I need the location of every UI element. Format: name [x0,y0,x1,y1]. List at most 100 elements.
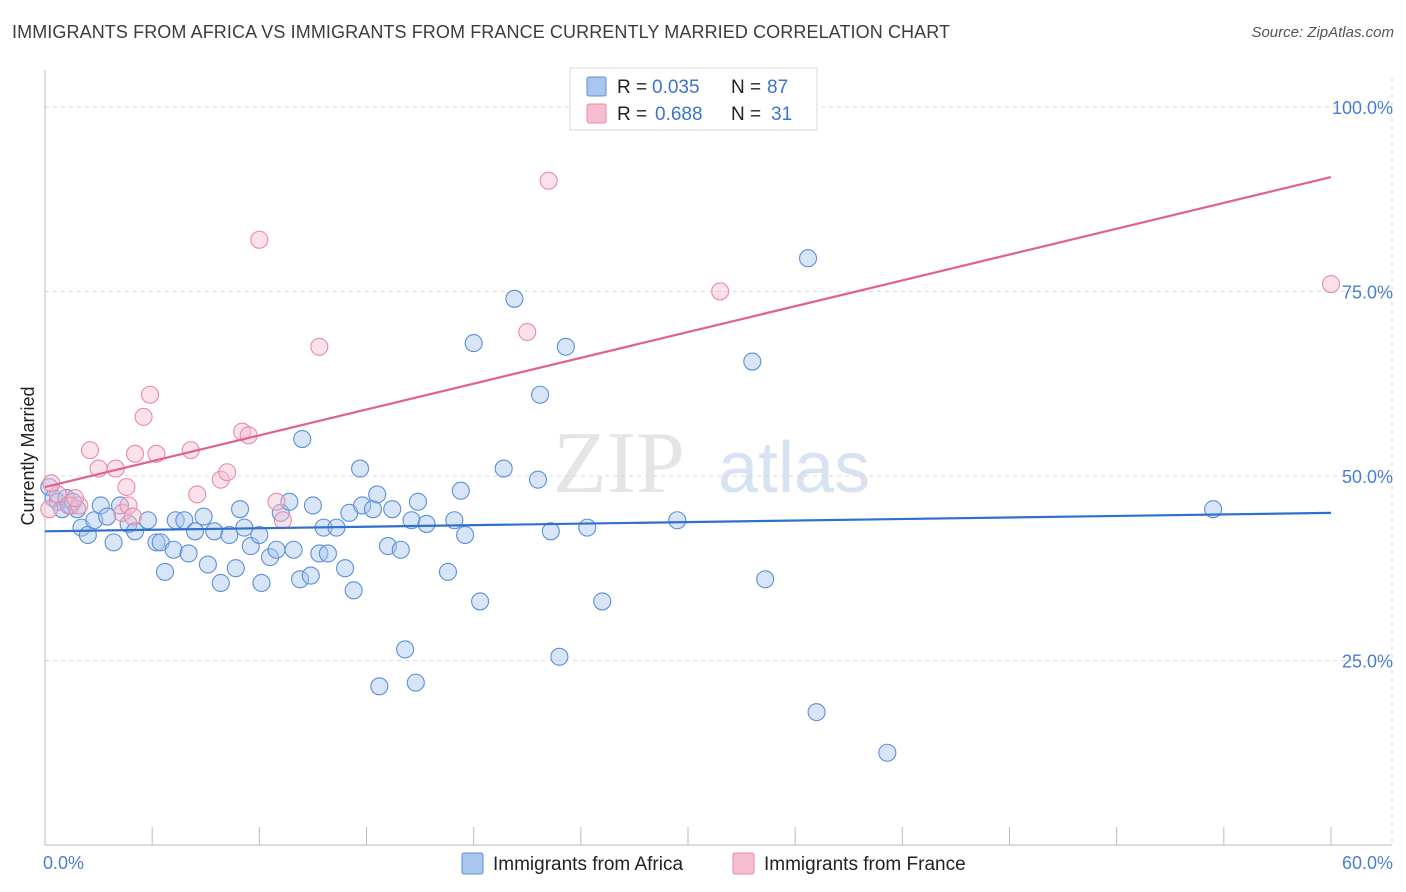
africa-point [185,522,205,541]
africa-point [344,581,363,600]
legend-r-label-africa: R = [617,77,647,98]
africa-point [541,522,560,541]
africa-point [91,496,110,515]
africa-point [155,562,175,581]
africa-point [336,559,355,578]
africa-point [531,385,550,404]
africa-point [318,544,337,563]
france-point [539,171,558,190]
africa-point [396,640,415,659]
france-point [218,463,237,482]
france-point [134,407,153,426]
y-tick-label: 25.0% [1342,651,1393,671]
africa-point [211,573,230,593]
africa-point [138,511,157,530]
legend-r-value-france: 0.688 [655,104,703,125]
africa-point [303,496,322,515]
africa-point [408,492,427,511]
africa-point [125,522,145,541]
africa-point [164,540,183,559]
france-point [211,470,230,489]
africa-point [417,514,436,533]
legend-r-label-france: R = [617,104,647,125]
legend-n-label-africa: N = [731,77,761,98]
france-point [267,492,286,511]
france-point [119,496,138,515]
africa-point [370,677,389,696]
france-point [140,385,160,404]
africa-point [194,507,213,526]
africa-point [147,533,166,552]
africa-point [451,481,470,500]
africa-point [756,570,775,589]
france-point [1321,274,1341,294]
africa-point [556,337,575,356]
africa-point [226,559,245,578]
legend-swatch-france [586,103,607,124]
france-point [117,477,136,497]
africa-point [198,555,217,574]
watermark-atlas: atlas [718,428,870,508]
africa-point [743,352,762,371]
africa-trend-line [44,511,1332,533]
africa-point [250,525,269,545]
africa-point [505,289,524,308]
africa-point [291,570,310,589]
africa-point [438,562,457,581]
africa-point [807,703,826,722]
france-point [113,503,132,522]
africa-point [363,500,382,519]
legend-r-value-africa: 0.035 [652,77,700,98]
legend-n-label-france: N = [731,104,761,125]
y-axis-label: Currently Married [18,386,38,525]
y-tick-label: 100.0% [1332,98,1393,118]
africa-point [471,592,490,611]
france-point [239,426,258,445]
africa-point [528,470,548,489]
africa-point [578,518,597,537]
series-france-points [40,171,1341,530]
france-trend-line [44,175,1332,489]
africa-point [402,511,421,530]
y-tick-label: 75.0% [1342,282,1393,302]
bottom-legend: Immigrants from Africa Immigrants from F… [461,852,966,875]
france-point [40,500,59,519]
y-tick-label: 50.0% [1342,467,1393,487]
africa-point [464,334,483,353]
legend-n-value-france: 31 [771,104,792,125]
legend-swatch-africa [586,76,607,97]
france-point [273,511,292,530]
bottom-legend-africa: Immigrants from Africa [493,854,683,875]
africa-point [252,573,271,593]
africa-point [104,533,123,552]
france-point [123,507,142,526]
x-tick-label: 60.0% [1342,853,1393,873]
trend-lines [44,175,1332,533]
africa-point [267,540,286,559]
france-point [188,485,207,504]
france-point [80,441,100,460]
axes [44,70,1392,846]
africa-point [220,525,239,545]
bottom-legend-france: Immigrants from France [764,854,966,875]
africa-point [98,507,117,526]
africa-point [494,459,513,478]
france-point [59,496,78,515]
france-point [125,444,145,463]
africa-point [179,544,198,563]
france-point [65,489,85,508]
source-label: Source: ZipAtlas.com [1251,24,1394,41]
bottom-legend-swatch-france [732,852,755,875]
grid-lines [45,78,1393,845]
bottom-legend-swatch-africa [461,852,484,875]
africa-point [260,548,280,567]
tick-labels: 25.0% 50.0% 75.0% 100.0% 0.0% 60.0% [43,98,1393,873]
france-point [310,337,329,356]
watermark-zip: ZIP [553,415,685,512]
africa-point [284,540,303,559]
africa-point [353,496,372,515]
africa-point [293,429,312,449]
africa-point [230,500,250,519]
chart-title: IMMIGRANTS FROM AFRICA VS IMMIGRANTS FRO… [12,22,951,42]
